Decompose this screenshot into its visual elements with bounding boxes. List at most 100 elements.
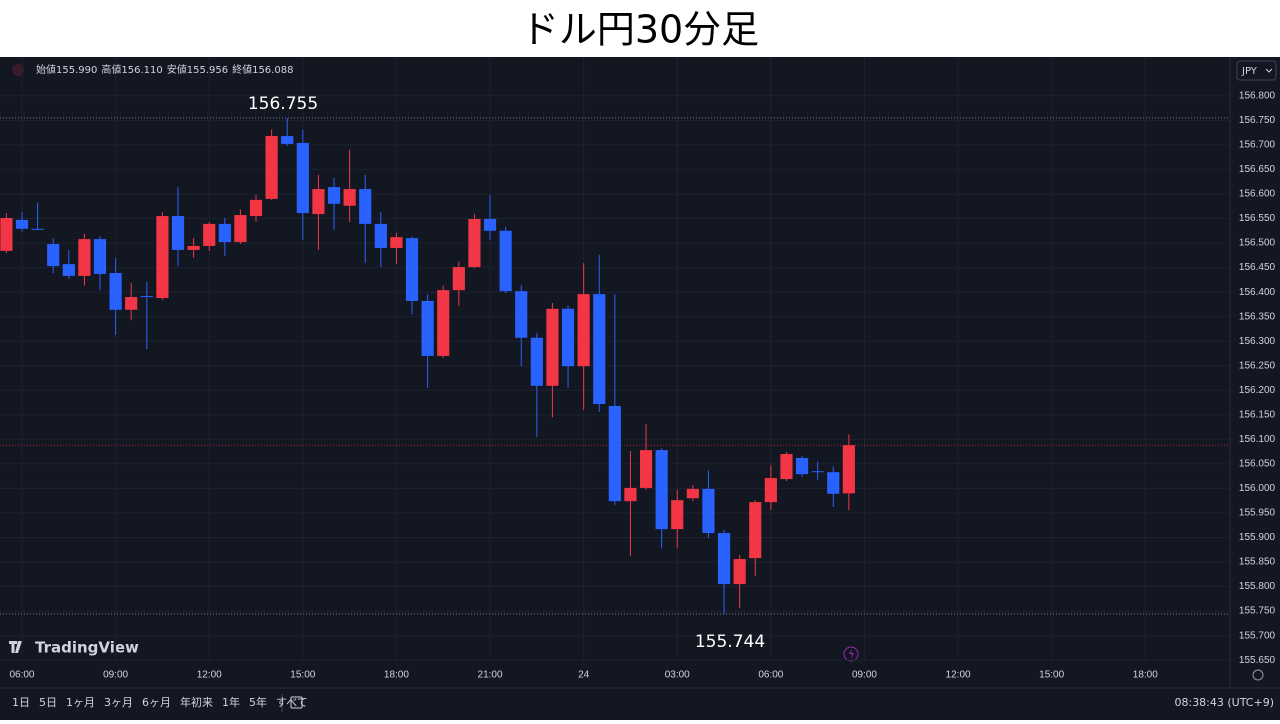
y-tick-label: 156.350 (1239, 311, 1276, 322)
candle-body (281, 136, 294, 144)
candle-body (359, 189, 372, 224)
candle-body (125, 297, 138, 310)
logo-text: TradingView (35, 639, 139, 657)
y-tick-label: 156.150 (1239, 409, 1276, 420)
y-tick-label: 155.650 (1239, 655, 1276, 666)
x-tick-label: 21:00 (478, 670, 503, 681)
ohlc-label: 安値 (167, 63, 187, 76)
x-tick-label: 03:00 (665, 670, 690, 681)
candle-body (608, 405, 621, 502)
y-tick-label: 156.250 (1239, 360, 1276, 371)
candle-body (296, 142, 309, 214)
chevron (1265, 68, 1273, 73)
candle-body (218, 223, 231, 243)
candle-body (795, 457, 809, 475)
y-tick-label: 156.200 (1239, 385, 1276, 396)
candle-body (452, 267, 465, 291)
range-button[interactable]: 6ヶ月 (142, 696, 171, 709)
y-tick-label: 155.950 (1239, 508, 1276, 519)
candle-body (733, 559, 746, 585)
x-tick-label: 09:00 (852, 670, 877, 681)
candle-body (842, 445, 855, 494)
range-button[interactable]: 5年 (249, 695, 267, 709)
y-tick-label: 156.100 (1239, 434, 1276, 445)
y-tick-label: 155.750 (1239, 606, 1276, 617)
chart-title: ドル円30分足 (521, 8, 759, 52)
alert-icon[interactable] (843, 646, 859, 662)
ohlc-value: 156.110 (121, 65, 162, 76)
currency[interactable]: JPY (1241, 66, 1258, 77)
candle-body (405, 238, 419, 301)
y-tick-label: 155.700 (1239, 630, 1276, 641)
candle-body (312, 189, 325, 215)
range-button[interactable]: 3ヶ月 (104, 696, 133, 709)
candle-body (234, 215, 247, 243)
clock: 08:38:43 (UTC+9) (1174, 696, 1274, 709)
x-tick-label: 15:00 (1039, 670, 1064, 681)
y-tick-label: 156.800 (1239, 90, 1276, 101)
symbol-icon[interactable] (12, 64, 24, 76)
range-button[interactable]: 5日 (39, 696, 57, 709)
chart-panel (0, 57, 1280, 720)
x-tick-label: 12:00 (946, 670, 971, 681)
y-tick-label: 155.900 (1239, 532, 1276, 543)
candle-body (780, 454, 793, 480)
candle-body (749, 502, 762, 559)
candle-body (530, 337, 543, 386)
y-tick-label: 156.500 (1239, 238, 1276, 249)
ohlc-value: 156.088 (252, 65, 293, 76)
candle-body (827, 472, 840, 494)
x-tick-label: 18:00 (384, 670, 409, 681)
candle-body (140, 296, 153, 298)
candle-body (78, 239, 91, 276)
ohlc-label: 始値 (36, 63, 56, 76)
y-tick-label: 156.550 (1239, 213, 1276, 224)
candle-body (249, 199, 263, 217)
candle-body (93, 239, 107, 274)
candle-body (468, 218, 481, 268)
candle-body (421, 300, 434, 356)
candle-body (483, 218, 497, 231)
candle-body (717, 533, 731, 585)
candle-body (671, 500, 684, 530)
candle-body (0, 218, 13, 251)
candle-body (47, 244, 60, 267)
y-tick-label: 155.800 (1239, 581, 1276, 592)
candle-body (390, 237, 403, 248)
y-tick-label: 156.400 (1239, 287, 1276, 298)
ohlc-value: 155.990 (56, 65, 97, 76)
y-tick-label: 156.600 (1239, 189, 1276, 200)
grid (0, 57, 1230, 661)
range-button[interactable]: 1年 (222, 695, 240, 709)
candle-body (624, 487, 637, 502)
x-tick-label: 09:00 (103, 670, 128, 681)
currency-box[interactable] (1236, 60, 1277, 81)
candle-body (811, 471, 824, 473)
candle-body (31, 228, 44, 230)
candle-body (655, 450, 668, 530)
y-tick-label: 156.000 (1239, 483, 1276, 494)
candle-body (374, 223, 387, 248)
title-band (0, 0, 1280, 57)
x-tick-label: 18:00 (1133, 670, 1158, 681)
x-tick-label: 12:00 (197, 670, 222, 681)
x-tick-label: 06:00 (9, 670, 34, 681)
candle-body (203, 223, 216, 246)
candle-body (15, 219, 29, 229)
range-button[interactable]: 1ヶ月 (66, 696, 95, 709)
range-button[interactable]: 1日 (12, 696, 30, 709)
range-button[interactable]: すべて (276, 696, 308, 709)
settings-icon[interactable] (1252, 669, 1264, 681)
candle-body (561, 308, 575, 367)
candle-body (62, 264, 75, 276)
range-button[interactable]: 年初来 (180, 695, 213, 709)
candle-body (109, 272, 122, 310)
calendar-icon[interactable] (290, 696, 303, 709)
ohlc-label: 終値 (232, 63, 252, 76)
candle-body (639, 450, 653, 488)
x-tick-label: 15:00 (290, 670, 315, 681)
candle-body (156, 216, 169, 298)
ohlc-label: 高値 (101, 63, 121, 76)
